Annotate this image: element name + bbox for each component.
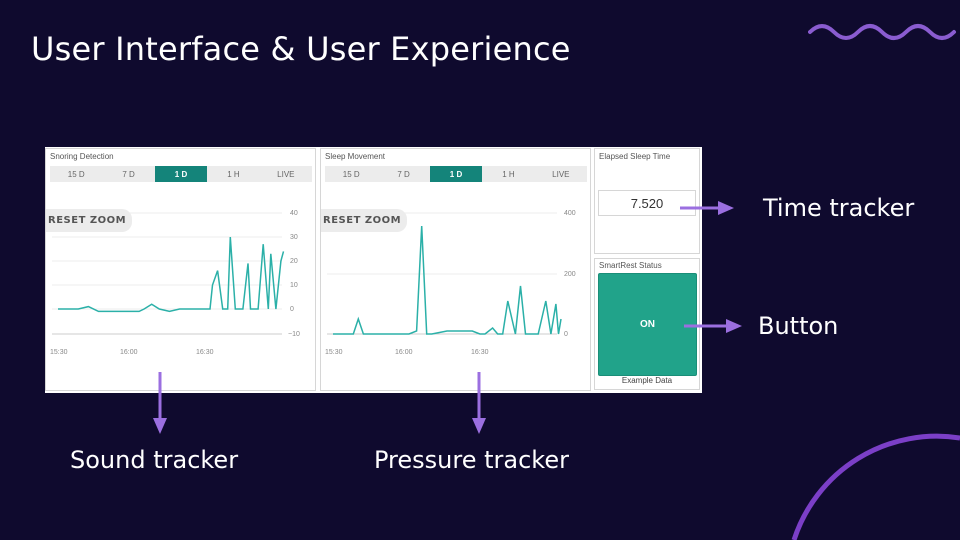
elapsed-time-title: Elapsed Sleep Time <box>599 152 671 161</box>
tab-live[interactable]: LIVE <box>277 169 295 179</box>
tab-7d[interactable]: 7 D <box>122 169 135 179</box>
sound-tracker-label: Sound tracker <box>70 446 239 474</box>
x-tick: 16:00 <box>120 349 138 356</box>
tab-1h[interactable]: 1 H <box>227 169 240 179</box>
snoring-series-line <box>58 236 285 313</box>
decorative-wave <box>808 24 956 40</box>
snoring-panel: Snoring Detection 15 D 7 D 1 D 1 H LIVE … <box>45 148 316 391</box>
smartrest-on-button[interactable]: ON <box>598 273 697 376</box>
decorative-arc <box>791 433 960 540</box>
reset-zoom-button[interactable]: RESET ZOOM <box>46 209 133 232</box>
sound-arrow-icon <box>153 372 167 434</box>
movement-time-tabs: 15 D 7 D 1 D 1 H LIVE <box>325 166 587 182</box>
tab-1d[interactable]: 1 D <box>154 166 208 182</box>
movement-series-line <box>333 225 562 335</box>
tab-1h[interactable]: 1 H <box>502 169 515 179</box>
x-tick: 15:30 <box>325 349 343 356</box>
tab-1d[interactable]: 1 D <box>429 166 483 182</box>
y-tick: −10 <box>288 331 300 338</box>
y-tick: 20 <box>290 258 298 265</box>
status-panel: SmartRest Status ON Example Data <box>594 258 700 390</box>
elapsed-time-panel: Elapsed Sleep Time 7.520 <box>594 148 700 254</box>
x-tick: 15:30 <box>50 349 68 356</box>
time-arrow-icon <box>680 201 734 215</box>
x-tick: 16:00 <box>395 349 413 356</box>
tab-live[interactable]: LIVE <box>552 169 570 179</box>
pressure-arrow-icon <box>472 372 486 434</box>
status-panel-title: SmartRest Status <box>599 261 662 270</box>
snoring-chart[interactable]: 40 30 20 10 0 −10 15:30 16:00 16:30 <box>46 149 315 390</box>
y-tick: 200 <box>564 271 576 278</box>
tab-7d[interactable]: 7 D <box>397 169 410 179</box>
example-data-caption: Example Data <box>621 376 673 385</box>
tab-15d[interactable]: 15 D <box>67 169 85 179</box>
time-tracker-label: Time tracker <box>763 194 915 222</box>
button-label: Button <box>758 312 839 340</box>
y-tick: 30 <box>290 234 298 241</box>
movement-chart[interactable]: 400 200 0 15:30 16:00 16:30 <box>321 149 590 390</box>
x-tick: 16:30 <box>471 349 489 356</box>
y-tick: 10 <box>290 282 298 289</box>
snoring-panel-title: Snoring Detection <box>50 152 114 161</box>
x-tick: 16:30 <box>196 349 214 356</box>
movement-panel-title: Sleep Movement <box>325 152 386 161</box>
dashboard-screenshot: Snoring Detection 15 D 7 D 1 D 1 H LIVE … <box>45 147 702 393</box>
movement-panel: Sleep Movement 15 D 7 D 1 D 1 H LIVE 400… <box>320 148 591 391</box>
tab-15d[interactable]: 15 D <box>342 169 360 179</box>
reset-zoom-button[interactable]: RESET ZOOM <box>321 209 408 232</box>
y-tick: 0 <box>290 306 294 313</box>
y-tick: 400 <box>564 210 576 217</box>
snoring-time-tabs: 15 D 7 D 1 D 1 H LIVE <box>50 166 312 182</box>
pressure-tracker-label: Pressure tracker <box>374 446 569 474</box>
y-tick: 40 <box>290 210 298 217</box>
button-arrow-icon <box>684 319 742 333</box>
elapsed-time-value: 7.520 <box>598 190 696 216</box>
slide-title: User Interface & User Experience <box>31 30 571 68</box>
y-tick: 0 <box>564 331 568 338</box>
